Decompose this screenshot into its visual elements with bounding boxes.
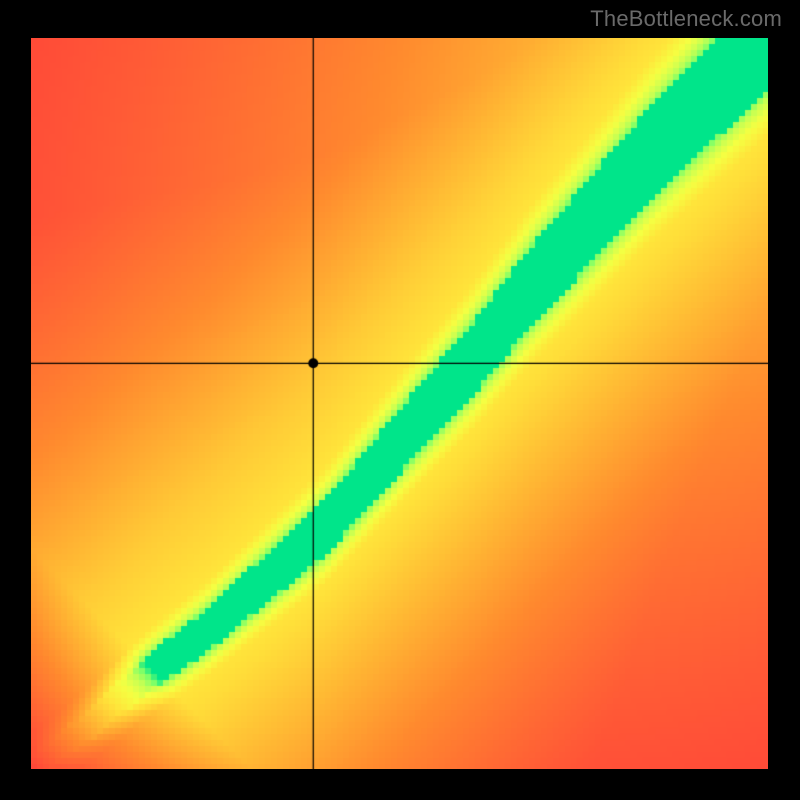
watermark-text: TheBottleneck.com (590, 6, 782, 32)
chart-container: TheBottleneck.com (0, 0, 800, 800)
heatmap-canvas (31, 38, 768, 769)
bottleneck-heatmap (31, 38, 768, 769)
